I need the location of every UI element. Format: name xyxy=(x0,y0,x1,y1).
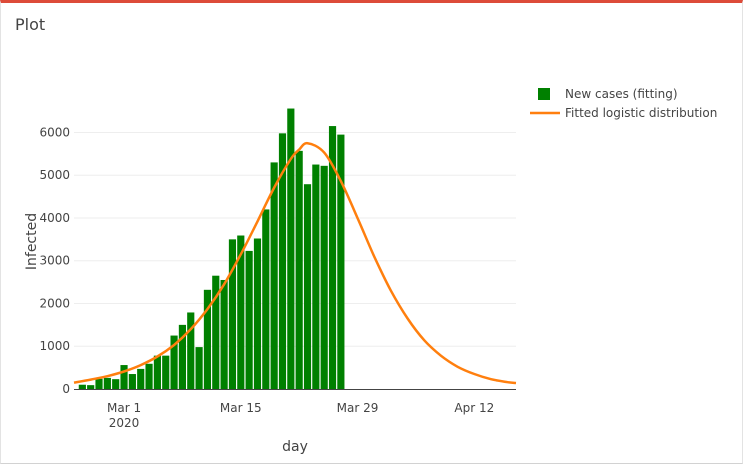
y-tick-labels: 0 1000 2000 3000 4000 5000 6000 xyxy=(39,125,70,396)
bar[interactable] xyxy=(212,275,220,389)
bar[interactable] xyxy=(312,164,320,389)
bar[interactable] xyxy=(295,150,303,389)
bar[interactable] xyxy=(112,379,120,389)
panel-title: Plot xyxy=(15,15,46,34)
bar[interactable] xyxy=(245,250,253,389)
bar[interactable] xyxy=(337,134,345,389)
gridlines xyxy=(74,131,516,347)
bar[interactable] xyxy=(95,378,103,389)
x-tick-label: Apr 12 xyxy=(454,401,494,415)
legend-item-line[interactable]: Fitted logistic distribution xyxy=(530,106,717,120)
x-tick-label: Mar 29 xyxy=(337,401,379,415)
bar-series xyxy=(78,108,345,390)
fitted-line xyxy=(73,141,517,385)
bar[interactable] xyxy=(87,385,95,389)
legend-line-label: Fitted logistic distribution xyxy=(565,106,717,120)
y-tick-label: 5000 xyxy=(39,168,70,182)
bar[interactable] xyxy=(278,133,287,389)
bar[interactable] xyxy=(228,239,237,389)
bar[interactable] xyxy=(187,312,195,389)
y-tick-label: 6000 xyxy=(39,125,70,139)
bar[interactable] xyxy=(178,324,187,389)
x-tick-label: Mar 1 xyxy=(107,401,141,415)
x-tick-sublabel: 2020 xyxy=(109,416,140,430)
bar[interactable] xyxy=(78,384,86,389)
bar[interactable] xyxy=(253,238,262,389)
bar[interactable] xyxy=(162,355,170,389)
bar[interactable] xyxy=(137,368,145,389)
bar[interactable] xyxy=(237,235,245,389)
y-tick-label: 1000 xyxy=(39,339,70,353)
legend-bar-swatch xyxy=(538,88,550,100)
bar[interactable] xyxy=(328,126,337,389)
y-tick-label: 2000 xyxy=(39,296,70,310)
bar[interactable] xyxy=(120,365,128,389)
bar[interactable] xyxy=(195,347,203,389)
y-tick-label: 4000 xyxy=(39,211,70,225)
bar[interactable] xyxy=(287,108,295,390)
bar[interactable] xyxy=(170,335,178,389)
bar[interactable] xyxy=(128,374,136,389)
x-tick-label: Mar 15 xyxy=(220,401,262,415)
bar[interactable] xyxy=(303,184,312,389)
legend[interactable]: New cases (fitting) Fitted logistic dist… xyxy=(530,87,717,120)
bar[interactable] xyxy=(103,377,111,389)
bar[interactable] xyxy=(203,289,212,389)
y-axis-title: Infected xyxy=(24,213,40,270)
y-tick-label: 0 xyxy=(62,382,70,396)
legend-item-bars[interactable]: New cases (fitting) xyxy=(538,87,678,101)
bar[interactable] xyxy=(153,355,161,389)
bar[interactable] xyxy=(262,209,270,389)
bar[interactable] xyxy=(145,363,153,389)
legend-bar-label: New cases (fitting) xyxy=(565,87,678,101)
y-tick-label: 3000 xyxy=(39,254,70,268)
bar[interactable] xyxy=(320,165,328,389)
bar[interactable] xyxy=(270,162,278,389)
bar[interactable] xyxy=(220,279,228,389)
x-axis-title: day xyxy=(282,439,308,455)
